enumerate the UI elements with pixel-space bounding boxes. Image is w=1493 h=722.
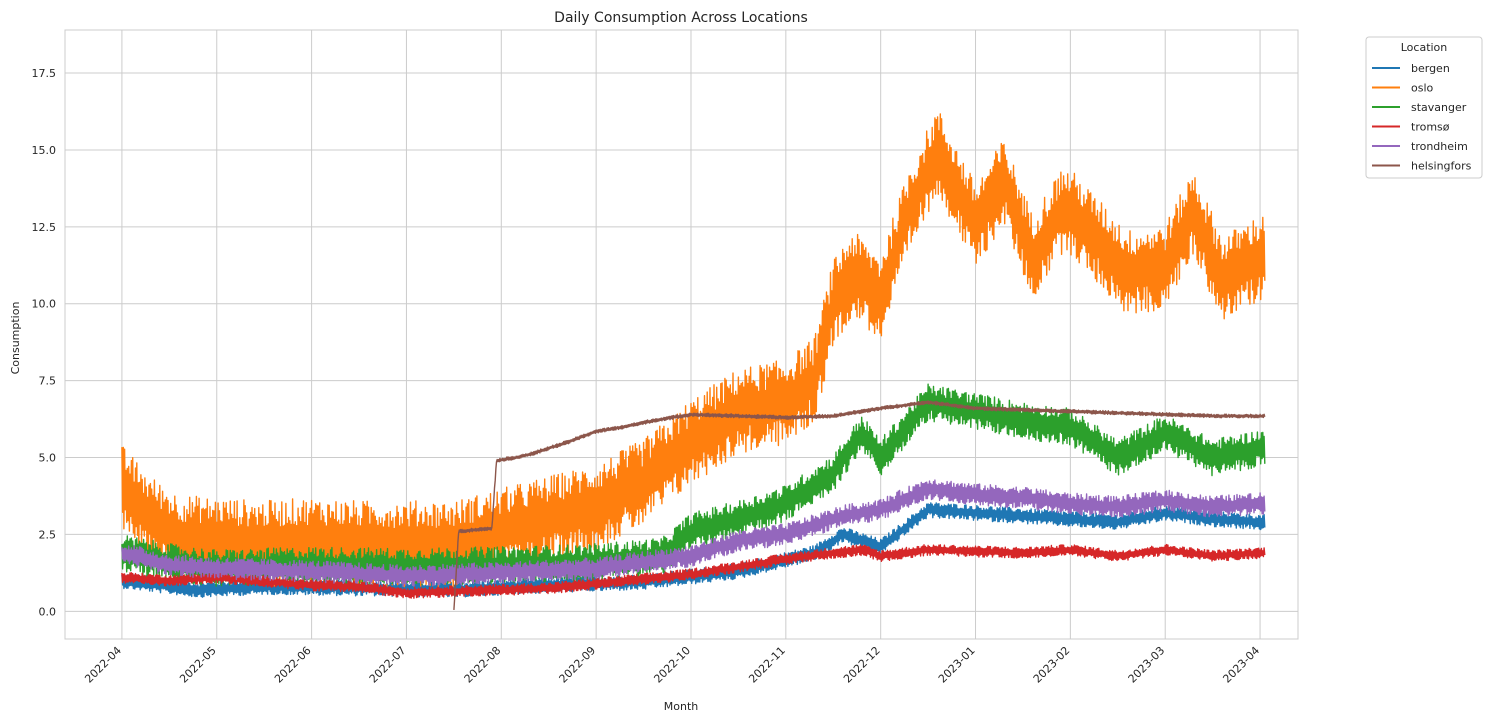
x-tick-label: 2022-11 [746,644,788,686]
series-lines [121,113,1266,610]
x-tick-label: 2023-04 [1220,644,1262,686]
x-tick-label: 2022-05 [177,644,219,686]
legend-label-stavanger: stavanger [1411,101,1467,114]
legend-label-tromsø: tromsø [1411,121,1450,134]
y-tick-label: 7.5 [39,375,57,388]
series-line-helsingfors [453,400,1266,610]
y-tick-label: 15.0 [32,144,57,157]
y-tick-labels: 0.0 2.5 5.0 7.5 10.0 12.5 15.0 17.5 [32,67,57,618]
y-tick-label: 0.0 [39,605,57,618]
x-axis-label: Month [664,700,699,713]
y-tick-label: 17.5 [32,67,57,80]
y-tick-label: 10.0 [32,298,57,311]
legend-frame [1365,36,1483,179]
x-tick-label: 2022-04 [82,644,124,686]
legend: Location bergen oslo stavanger tromsø trondh… [1365,36,1483,179]
y-tick-label: 5.0 [39,452,57,465]
legend-title: Location [1401,41,1448,54]
y-tick-label: 2.5 [39,528,57,541]
legend-label-trondheim: trondheim [1411,140,1468,153]
x-tick-label: 2023-03 [1126,644,1168,686]
x-tick-labels: 2022-04 2022-05 2022-06 2022-07 2022-08 2022-… [82,644,1262,686]
legend-items: bergen oslo stavanger tromsø trondheim helsin… [1372,62,1472,173]
chart-title: Daily Consumption Across Locations [554,10,808,26]
x-tick-label: 2022-08 [462,644,504,686]
x-tick-label: 2022-12 [841,644,883,686]
legend-label-helsingfors: helsingfors [1411,160,1472,173]
x-tick-label: 2023-02 [1031,644,1073,686]
series-line-trondheim [121,479,1266,588]
y-tick-label: 12.5 [32,221,57,234]
x-tick-label: 2022-10 [651,644,693,686]
series-line-tromsø [121,543,1266,599]
y-axis-label: Consumption [9,302,22,375]
legend-label-bergen: bergen [1411,62,1450,75]
x-tick-label: 2022-09 [557,644,599,686]
x-tick-label: 2022-07 [367,644,409,686]
x-tick-label: 2022-06 [272,644,314,686]
legend-label-oslo: oslo [1411,82,1434,95]
x-tick-label: 2023-01 [936,644,978,686]
